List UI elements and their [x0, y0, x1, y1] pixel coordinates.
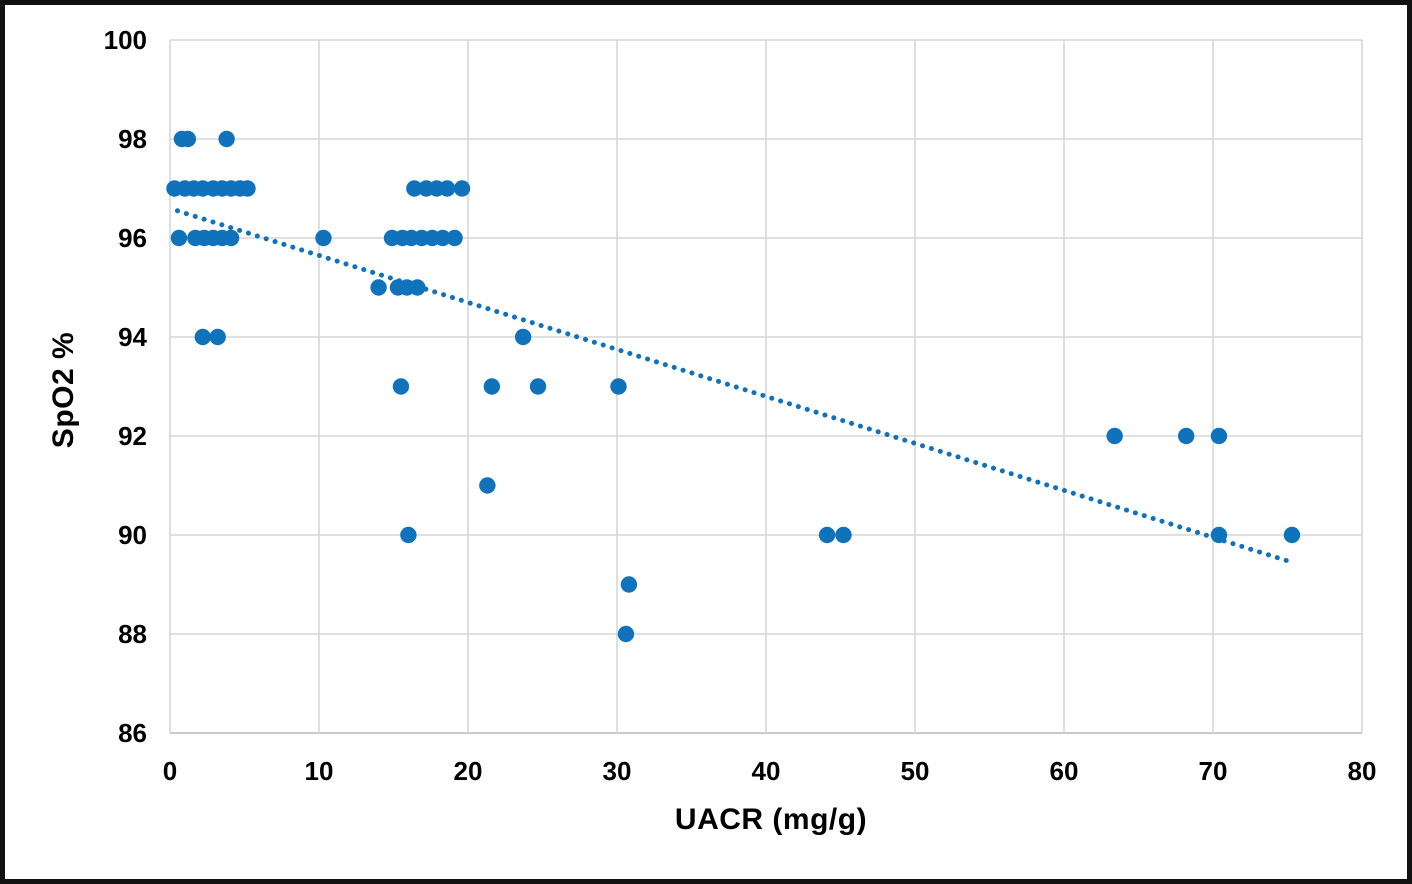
- y-tick-label: 88: [118, 619, 147, 649]
- y-axis-title: SpO2 %: [47, 331, 80, 449]
- data-point: [617, 625, 635, 643]
- y-tick-label: 92: [118, 421, 147, 451]
- data-point: [170, 229, 188, 247]
- data-point: [529, 378, 547, 395]
- data-point: [610, 378, 627, 395]
- data-point: [1177, 427, 1195, 445]
- data-point: [818, 526, 836, 544]
- y-tick-label: 90: [118, 520, 147, 550]
- x-tick-label: 80: [1348, 756, 1377, 786]
- x-tick-label: 30: [603, 756, 632, 786]
- data-point: [1210, 427, 1228, 445]
- x-tick-label: 50: [901, 756, 930, 786]
- y-tick-label: 94: [118, 322, 147, 352]
- data-point: [483, 378, 501, 395]
- data-point: [209, 328, 226, 346]
- data-point: [514, 328, 532, 346]
- data-point: [239, 180, 256, 197]
- data-point: [1283, 526, 1301, 544]
- data-point: [406, 180, 423, 197]
- data-point: [434, 229, 451, 247]
- x-tick-label: 0: [163, 756, 177, 786]
- data-point: [218, 130, 235, 148]
- scatter-plot: 86 88 90 92 94 96 98 100 0 10 20 30 40 50 60 70 80: [104, 25, 1377, 786]
- data-point: [1210, 526, 1228, 544]
- data-point: [392, 378, 410, 395]
- y-tick-label: 98: [118, 124, 147, 154]
- y-tick-label: 96: [118, 223, 147, 253]
- x-tick-label: 60: [1050, 756, 1079, 786]
- data-point: [835, 526, 852, 544]
- x-tick-label: 10: [305, 756, 334, 786]
- data-point: [438, 180, 456, 197]
- data-point: [315, 229, 332, 247]
- x-tick-label: 20: [454, 756, 483, 786]
- y-tick-label: 86: [118, 718, 147, 748]
- data-point: [400, 526, 417, 544]
- trendline: [174, 208, 1295, 565]
- data-point: [620, 576, 638, 593]
- data-point: [409, 279, 426, 296]
- x-axis-title: UACR (mg/g): [674, 803, 868, 836]
- data-point: [370, 279, 387, 296]
- y-tick-label: 100: [104, 25, 147, 55]
- data-point: [1106, 427, 1123, 445]
- data-point: [179, 130, 197, 148]
- x-tick-label: 70: [1199, 756, 1228, 786]
- data-point: [194, 328, 211, 346]
- data-point: [479, 477, 496, 494]
- data-point: [222, 229, 240, 247]
- data-point: [453, 180, 471, 197]
- data-point: [446, 229, 463, 247]
- x-tick-label: 40: [752, 756, 781, 786]
